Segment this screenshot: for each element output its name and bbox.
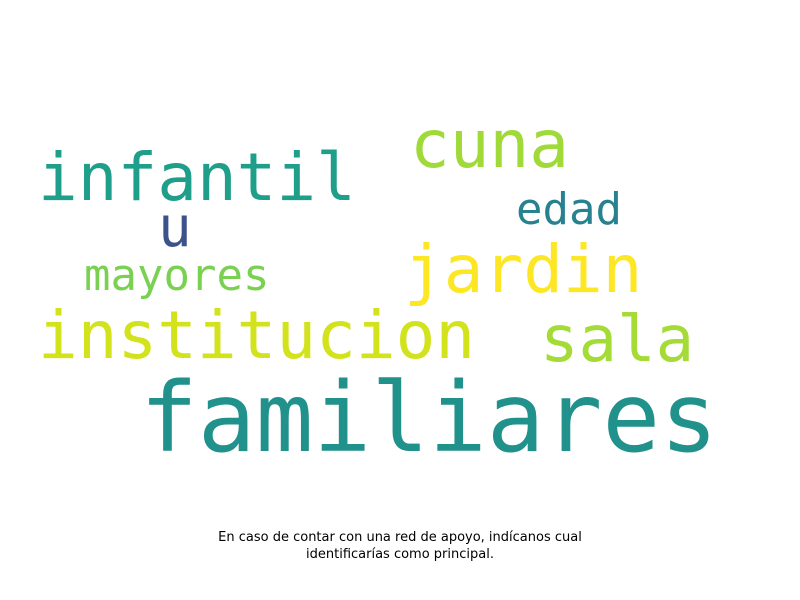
caption: En caso de contar con una red de apoyo, …	[150, 529, 650, 563]
word-jardin: jardin	[404, 231, 643, 308]
word-familiares: familiares	[140, 362, 718, 474]
caption-line-1: En caso de contar con una red de apoyo, …	[218, 530, 582, 545]
caption-line-2: identificarías como principal.	[306, 547, 494, 562]
word-sala: sala	[540, 303, 695, 377]
word-u: u	[158, 195, 192, 260]
word-institucion: institucion	[38, 297, 476, 374]
word-mayores: mayores	[84, 250, 270, 301]
word-edad: edad	[516, 184, 622, 235]
word-cuna: cuna	[410, 106, 569, 183]
word-infantil: infantil	[38, 139, 356, 216]
